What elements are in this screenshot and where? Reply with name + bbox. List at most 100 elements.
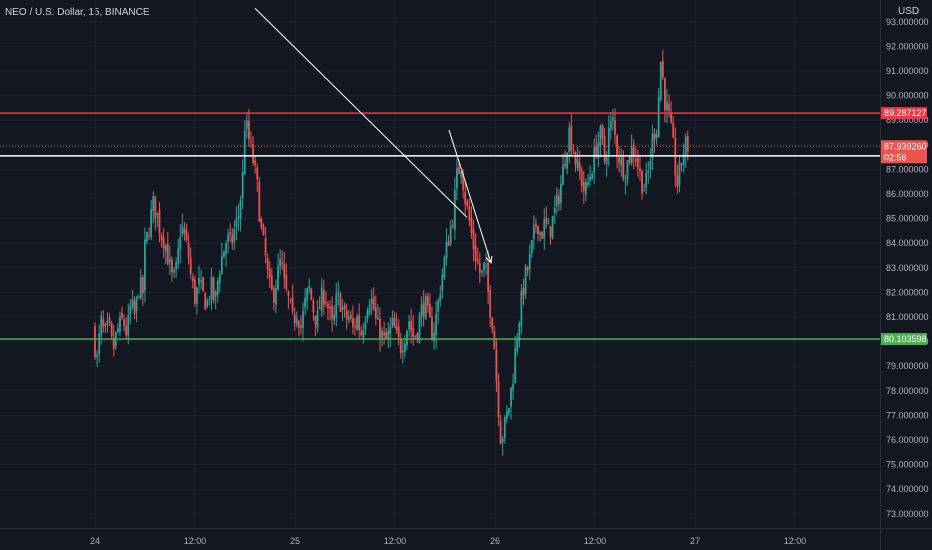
- candle-up: [651, 133, 654, 159]
- drawing-tools: [254, 7, 493, 264]
- candle-up: [620, 157, 623, 166]
- candle-up: [376, 317, 379, 320]
- candle-down: [487, 262, 490, 292]
- candle-up: [562, 165, 564, 186]
- candle-up: [156, 213, 159, 216]
- candle-down: [422, 302, 425, 317]
- candle-up: [505, 411, 508, 419]
- candle-down: [349, 314, 352, 319]
- candle-up: [460, 171, 462, 178]
- candle-down: [264, 237, 267, 256]
- candle-down: [112, 337, 115, 350]
- candle-down: [185, 230, 188, 241]
- candle-down: [123, 319, 126, 326]
- candle-down: [574, 151, 577, 165]
- candle-up: [237, 216, 240, 218]
- candle-down: [318, 307, 321, 310]
- candle-up: [483, 262, 485, 270]
- y-tick-label: 85.000000: [886, 214, 929, 224]
- x-tick-label: 12:00: [184, 536, 207, 546]
- candle-up: [547, 223, 550, 225]
- candle-up: [593, 147, 596, 173]
- candle-down: [108, 317, 111, 322]
- candle-up: [626, 160, 629, 180]
- candle-down: [499, 420, 502, 444]
- price-labels: 89.28712787.55220880.10359887.93926002:5…: [881, 107, 927, 346]
- candle-up: [177, 248, 180, 264]
- candle-down: [676, 175, 679, 187]
- candle-down: [327, 304, 329, 309]
- candle-down: [426, 296, 429, 306]
- candle-up: [539, 232, 542, 236]
- candle-down: [372, 296, 375, 310]
- candle-up: [512, 383, 514, 391]
- candle-up: [443, 257, 446, 278]
- candle-up: [453, 189, 456, 231]
- x-tick-label: 25: [290, 536, 300, 546]
- candle-down: [189, 257, 192, 274]
- candle-up: [341, 307, 344, 310]
- candle-up: [220, 256, 223, 274]
- candle-down: [557, 195, 560, 204]
- candle-down: [229, 232, 232, 235]
- candle-up: [404, 343, 406, 353]
- candle-down: [495, 350, 498, 381]
- candle-down: [162, 237, 165, 249]
- candle-down: [324, 302, 327, 304]
- candle-down: [250, 140, 252, 142]
- candle-down: [680, 163, 683, 165]
- candle-down: [470, 217, 473, 234]
- candle-up: [96, 354, 98, 357]
- current-price-label: 87.939260: [884, 141, 927, 151]
- candle-down: [262, 225, 265, 235]
- candle-down: [416, 333, 419, 340]
- candle-up: [424, 296, 427, 320]
- candle-up: [306, 288, 309, 301]
- candle-down: [183, 228, 186, 234]
- candle-up: [530, 239, 533, 254]
- candle-down: [270, 275, 273, 290]
- y-tick-label: 83.000000: [886, 263, 929, 273]
- candle-up: [387, 330, 390, 339]
- candle-up: [624, 180, 627, 182]
- candle-up: [441, 274, 444, 292]
- candle-up: [501, 438, 504, 443]
- candle-up: [233, 229, 236, 242]
- candle-up: [214, 291, 217, 297]
- candle-up: [223, 251, 225, 258]
- candle-up: [245, 120, 248, 129]
- candle-up: [370, 299, 373, 305]
- candle-up: [295, 318, 298, 325]
- y-tick-label: 79.000000: [886, 361, 929, 371]
- candle-down: [148, 235, 150, 237]
- candle-down: [374, 307, 377, 318]
- candle-up: [173, 269, 175, 273]
- candle-down: [686, 136, 689, 152]
- y-tick-label: 76.000000: [886, 435, 929, 445]
- candle-down: [661, 60, 664, 78]
- candle-down: [258, 182, 261, 222]
- candle-up: [333, 314, 336, 321]
- x-tick-label: 12:00: [784, 536, 807, 546]
- candle-down: [193, 279, 196, 304]
- candle-down: [616, 135, 618, 157]
- candle-up: [528, 253, 531, 270]
- candle-up: [146, 232, 148, 242]
- candle-down: [493, 330, 496, 350]
- resistance-price-label: 89.287127: [884, 108, 927, 118]
- candle-down: [641, 170, 643, 194]
- candle-up: [239, 200, 242, 220]
- current-price-label-bg: [881, 140, 927, 164]
- candle-up: [599, 126, 602, 146]
- candle-down: [281, 262, 284, 264]
- candle-down: [141, 276, 144, 294]
- candle-up: [666, 101, 668, 111]
- candle-down: [632, 144, 635, 156]
- candle-up: [657, 96, 660, 137]
- candle-down: [121, 313, 123, 318]
- candle-down: [636, 158, 639, 168]
- candle-down: [639, 168, 641, 171]
- candle-up: [678, 161, 681, 186]
- candle-up: [320, 287, 323, 312]
